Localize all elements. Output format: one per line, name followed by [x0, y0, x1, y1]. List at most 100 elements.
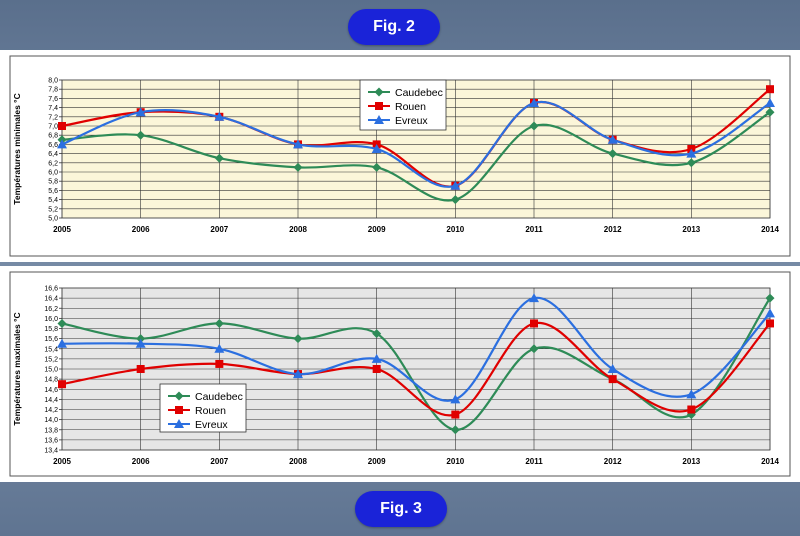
- rouen-series-line: [61, 321, 771, 417]
- rouen-data-point: [136, 365, 145, 373]
- caudebec-data-point: [765, 293, 775, 303]
- evreux-data-point: [293, 369, 303, 379]
- y-tick-label: 16,2: [44, 306, 58, 313]
- x-tick-label: 2011: [525, 457, 543, 466]
- y-tick-label: 7,0: [48, 124, 58, 131]
- evreux-data-point: [450, 180, 461, 190]
- evreux-series-line: [61, 100, 771, 188]
- rouen-data-point: [766, 85, 774, 94]
- evreux-data-point: [57, 338, 67, 348]
- y-tick-label: 15,8: [44, 326, 58, 333]
- rouen-data-point: [608, 375, 617, 384]
- y-tick-label: 5,0: [48, 216, 58, 223]
- caudebec-data-point: [293, 162, 303, 172]
- x-tick-label: 2007: [210, 225, 228, 234]
- y-axis-label: Températures maximales °C: [12, 312, 22, 425]
- caudebec-data-point: [214, 153, 224, 163]
- rouen-data-point: [530, 319, 538, 328]
- y-tick-label: 8,0: [48, 78, 58, 85]
- evreux-data-point: [765, 308, 775, 318]
- evreux-data-point: [371, 144, 382, 153]
- caudebec-data-point: [450, 195, 460, 205]
- y-tick-label: 6,4: [48, 151, 58, 158]
- legend-marker: [174, 391, 184, 401]
- x-tick-label: 2014: [761, 225, 779, 234]
- y-tick-label: 15,0: [44, 367, 58, 374]
- y-tick-label: 16,4: [44, 296, 58, 303]
- x-tick-label: 2008: [289, 457, 307, 466]
- y-tick-label: 15,4: [44, 346, 58, 353]
- y-tick-label: 15,6: [44, 336, 58, 343]
- evreux-data-point: [135, 107, 146, 117]
- y-tick-label: 6,0: [48, 170, 58, 177]
- max-temperature-chart: 13,4 13,6 13,8 14,0 14,2 14,4 14,6 14,8 15,0 15,2…: [9, 271, 791, 477]
- caudebec-data-point: [136, 334, 146, 344]
- rouen-data-point: [58, 122, 66, 130]
- evreux-data-point: [57, 139, 67, 149]
- y-tick-label: 14,8: [44, 377, 58, 384]
- y-tick-label: 15,2: [44, 356, 58, 363]
- y-tick-label: 14,0: [44, 417, 58, 424]
- evreux-data-point: [529, 98, 539, 107]
- y-tick-label: 16,0: [44, 316, 58, 323]
- evreux-data-point: [765, 98, 775, 107]
- evreux-data-point: [607, 364, 618, 373]
- min-temperature-chart: 5,0 5,2 5,4 5,6 5,8 6,0 6,2 6,4 6,6 6,8 7,0 7,2 7,4 7…: [9, 55, 791, 257]
- legend-label: Rouen: [195, 405, 226, 417]
- y-tick-label: 14,6: [44, 387, 58, 394]
- caudebec-data-point: [372, 162, 382, 172]
- y-tick-label: 13,4: [44, 448, 58, 455]
- legend-marker: [374, 87, 384, 97]
- caudebec-data-point: [214, 318, 224, 328]
- x-tick-label: 2006: [132, 225, 150, 234]
- caudebec-data-point: [529, 344, 539, 354]
- legend-label: Evreux: [195, 419, 228, 431]
- x-tick-label: 2014: [761, 457, 779, 466]
- x-tick-label: 2006: [132, 457, 150, 466]
- legend-marker: [374, 115, 384, 124]
- chart-frame: [9, 271, 791, 477]
- x-tick-label: 2007: [210, 457, 228, 466]
- rouen-data-point: [215, 359, 224, 368]
- caudebec-data-point: [765, 107, 775, 117]
- caudebec-data-point: [608, 149, 618, 159]
- y-axis-label: Températures minimales °C: [12, 93, 22, 204]
- x-tick-label: 2010: [446, 457, 464, 466]
- evreux-data-point: [214, 343, 225, 353]
- y-tick-label: 6,2: [48, 160, 58, 167]
- evreux-data-point: [686, 389, 697, 399]
- caudebec-data-point: [529, 121, 539, 131]
- rouen-data-point: [687, 405, 696, 414]
- evreux-data-point: [686, 148, 697, 158]
- y-tick-label: 7,6: [48, 96, 58, 103]
- caudebec-data-point: [686, 158, 696, 168]
- evreux-series-line: [61, 296, 771, 402]
- caudebec-series-line: [61, 297, 771, 431]
- max-temperature-panel: 13,4 13,6 13,8 14,0 14,2 14,4 14,6 14,8 15,0 15,2…: [0, 266, 800, 482]
- evreux-data-point: [135, 338, 146, 348]
- evreux-data-point: [371, 353, 382, 363]
- legend-label: Evreux: [395, 115, 428, 127]
- caudebec-data-point: [136, 130, 146, 140]
- legend-label: Rouen: [395, 101, 426, 113]
- caudebec-data-point: [57, 318, 67, 328]
- figure-2-badge: Fig. 2: [348, 9, 440, 45]
- x-tick-label: 2013: [682, 225, 700, 234]
- min-temperature-panel: 5,0 5,2 5,4 5,6 5,8 6,0 6,2 6,4 6,6 6,8 7,0 7,2 7,4 7…: [0, 50, 800, 262]
- y-tick-label: 13,8: [44, 427, 58, 434]
- y-tick-label: 5,6: [48, 188, 58, 195]
- evreux-data-point: [293, 139, 303, 149]
- rouen-data-point: [766, 319, 774, 328]
- caudebec-data-point: [372, 329, 382, 339]
- x-tick-label: 2012: [604, 457, 622, 466]
- x-tick-label: 2005: [53, 225, 71, 234]
- y-tick-label: 5,4: [48, 197, 58, 204]
- legend-marker: [375, 102, 383, 110]
- caudebec-data-point: [293, 334, 303, 344]
- caudebec-data-point: [450, 425, 460, 435]
- legend-marker: [174, 419, 184, 428]
- rouen-data-point: [372, 365, 381, 373]
- x-tick-label: 2005: [53, 457, 71, 466]
- y-tick-label: 6,8: [48, 133, 58, 140]
- legend-label: Caudebec: [395, 87, 443, 99]
